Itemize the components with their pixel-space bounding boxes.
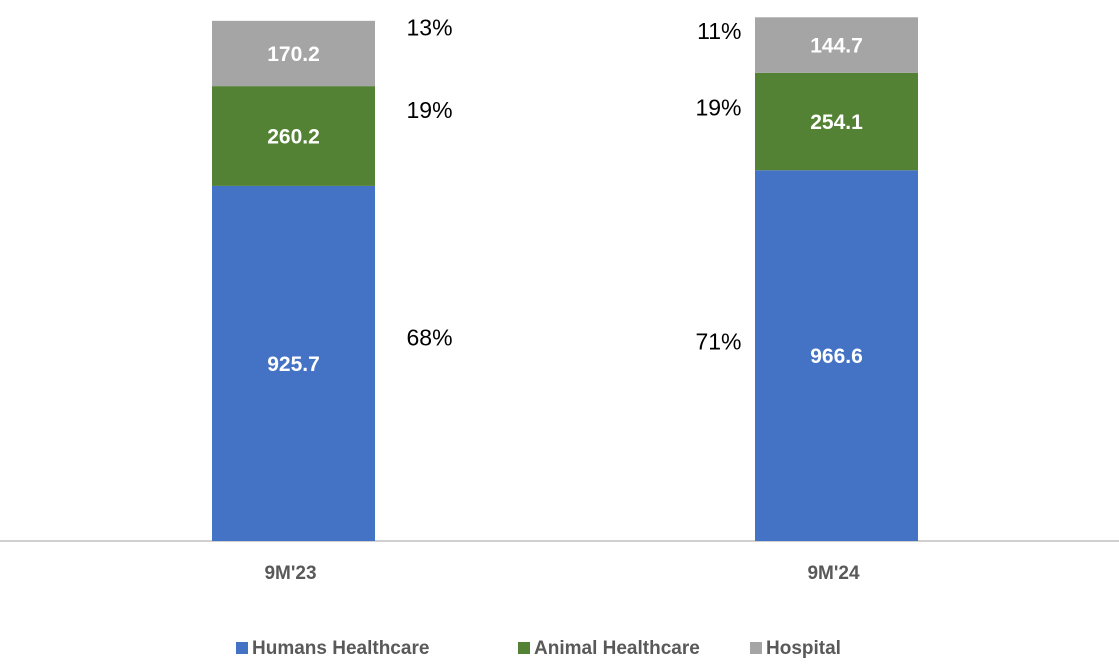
legend-label: Humans Healthcare bbox=[252, 638, 429, 659]
value-label: 260.2 bbox=[267, 126, 320, 149]
value-label: 254.1 bbox=[810, 111, 863, 134]
share-label: 19% bbox=[695, 95, 741, 121]
bar-segment bbox=[212, 185, 375, 542]
bar-segment bbox=[212, 86, 375, 186]
value-label: 966.6 bbox=[810, 345, 863, 368]
share-label: 19% bbox=[407, 97, 453, 123]
legend-swatch bbox=[518, 642, 530, 654]
bar-segment bbox=[755, 17, 918, 73]
value-label: 925.7 bbox=[267, 353, 320, 376]
x-tick-label: 9M'23 bbox=[264, 563, 316, 584]
legend-label: Hospital bbox=[766, 638, 841, 659]
bar-segment bbox=[755, 72, 918, 171]
x-tick-label: 9M'24 bbox=[807, 563, 859, 584]
legend-label: Animal Healthcare bbox=[534, 638, 700, 659]
share-label: 71% bbox=[695, 329, 741, 355]
legend-swatch bbox=[750, 642, 762, 654]
share-label: 11% bbox=[697, 18, 741, 44]
value-label: 170.2 bbox=[267, 43, 320, 66]
share-label: 13% bbox=[407, 15, 453, 41]
value-label: 144.7 bbox=[810, 35, 863, 58]
bar-segment bbox=[212, 20, 375, 87]
legend-swatch bbox=[236, 642, 248, 654]
bar-segment bbox=[755, 170, 918, 541]
share-label: 68% bbox=[407, 325, 453, 351]
